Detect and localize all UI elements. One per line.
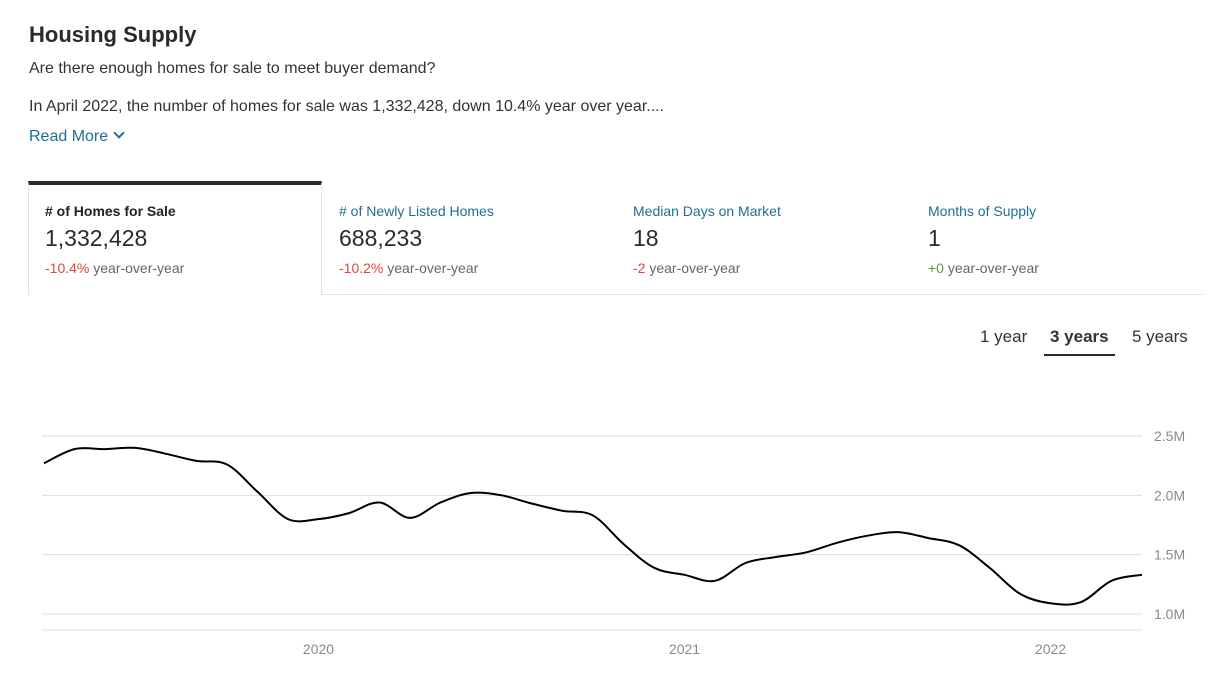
tab-change: -2 year-over-year [633, 260, 740, 276]
tab-label: Months of Supply [928, 203, 1037, 219]
tab-homes-for-sale[interactable]: # of Homes for Sale 1,332,428 -10.4% yea… [28, 181, 322, 295]
tab-change: -10.2% year-over-year [339, 260, 478, 276]
y-tick-label: 1.0M [1154, 606, 1185, 622]
change-value: -10.4% [45, 260, 90, 276]
tab-median-days-on-market[interactable]: Median Days on Market 18 -2 year-over-ye… [617, 181, 911, 295]
read-more-label: Read More [29, 128, 109, 145]
tab-value: 688,233 [339, 225, 423, 251]
tab-change: -10.4% year-over-year [45, 260, 184, 276]
range-5-years[interactable]: 5 years [1132, 327, 1188, 346]
x-tick-label: 2022 [1035, 641, 1066, 657]
change-value: -2 [633, 260, 646, 276]
tab-label: Median Days on Market [633, 203, 781, 219]
tab-value: 18 [633, 225, 659, 251]
tab-newly-listed-homes[interactable]: # of Newly Listed Homes 688,233 -10.2% y… [323, 181, 617, 295]
range-selector: 1 year 3 years 5 years [980, 327, 1200, 357]
summary-text: In April 2022, the number of homes for s… [29, 98, 665, 115]
page-subtitle: Are there enough homes for sale to meet … [29, 60, 436, 77]
page-title: Housing Supply [29, 22, 197, 47]
range-1-year[interactable]: 1 year [980, 327, 1028, 346]
chevron-down-icon [113, 127, 125, 139]
y-tick-label: 1.5M [1154, 547, 1185, 563]
tab-label: # of Newly Listed Homes [339, 203, 494, 219]
series-line [43, 446, 1143, 606]
x-tick-label: 2020 [303, 641, 334, 657]
tab-change: +0 year-over-year [928, 260, 1039, 276]
change-suffix: year-over-year [383, 260, 479, 276]
y-tick-label: 2.0M [1154, 487, 1185, 503]
change-suffix: year-over-year [645, 260, 741, 276]
metric-tabs: # of Homes for Sale 1,332,428 -10.4% yea… [28, 181, 1204, 295]
tab-value: 1,332,428 [45, 225, 148, 251]
change-suffix: year-over-year [89, 260, 185, 276]
tab-months-of-supply[interactable]: Months of Supply 1 +0 year-over-year [912, 181, 1206, 295]
tab-value: 1 [928, 225, 941, 251]
change-suffix: year-over-year [943, 260, 1039, 276]
x-tick-label: 2021 [669, 641, 700, 657]
range-3-years[interactable]: 3 years [1044, 327, 1115, 356]
line-chart: 1.0M 1.5M 2.0M 2.5M 2020 2021 2022 [42, 428, 1185, 657]
change-value: -10.2% [339, 260, 384, 276]
tabs-divider [322, 294, 1204, 295]
y-tick-label: 2.5M [1154, 428, 1185, 444]
change-value: +0 [928, 260, 944, 276]
read-more-link[interactable]: Read More [29, 127, 125, 146]
tab-label: # of Homes for Sale [45, 203, 176, 219]
